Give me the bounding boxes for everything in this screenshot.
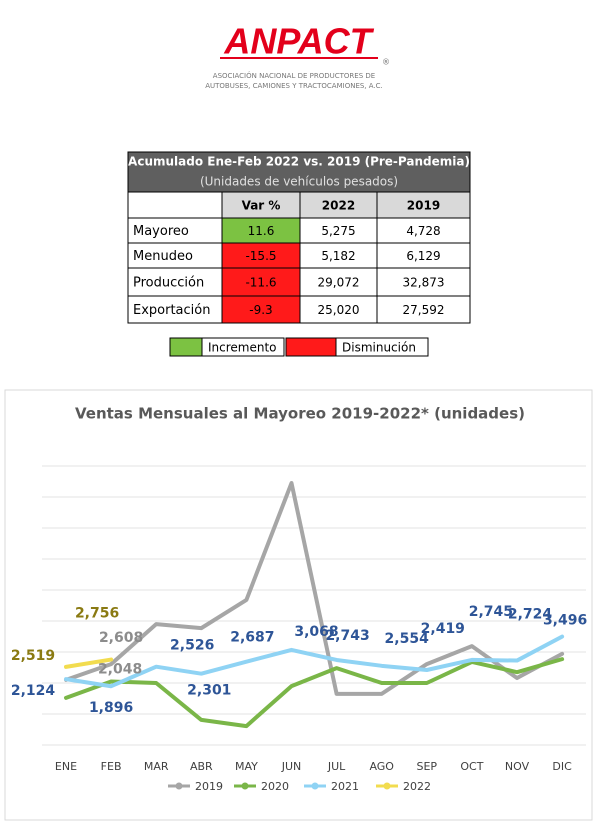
legend-dot <box>241 782 249 790</box>
header-cell <box>299 191 378 219</box>
table-cell <box>221 295 301 324</box>
legend-label: 2022 <box>403 780 431 793</box>
table-cell <box>376 242 471 269</box>
header-cell <box>221 191 301 219</box>
row-label: Menudeo <box>133 249 193 264</box>
data-label: 3,496 <box>543 613 587 629</box>
table-cell <box>221 267 301 297</box>
cell-value: -11.6 <box>245 276 276 290</box>
data-label: 2,419 <box>421 621 465 637</box>
legend-label: Incremento <box>208 341 277 355</box>
x-tick-label: ENE <box>55 760 77 773</box>
cell-value: 5,182 <box>321 249 355 263</box>
cell-value: 27,592 <box>403 303 445 317</box>
legend-dot <box>175 782 183 790</box>
data-label: 2,756 <box>75 606 119 622</box>
x-tick-label: AGO <box>369 760 394 773</box>
table-title-bg <box>127 151 471 193</box>
legend-label: 2019 <box>195 780 223 793</box>
cell-value: 11.6 <box>248 224 275 238</box>
cell-value: 29,072 <box>318 276 360 290</box>
data-label: 2,526 <box>170 638 214 654</box>
legend-box <box>201 337 285 357</box>
table-cell <box>221 242 301 269</box>
header-cell <box>376 191 471 219</box>
cell-value: 25,020 <box>318 303 360 317</box>
cell-value: -9.3 <box>249 303 272 317</box>
org-name: AUTOBUSES, CAMIONES Y TRACTOCAMIONES, A.… <box>205 82 383 90</box>
legend-dot <box>311 782 319 790</box>
table-title: Acumulado Ene-Feb 2022 vs. 2019 (Pre-Pan… <box>128 155 470 169</box>
row-label: Mayoreo <box>133 224 189 239</box>
chart-frame <box>4 389 593 821</box>
data-label: 2,724 <box>508 607 553 623</box>
cell-value: 5,275 <box>321 224 355 238</box>
table-cell <box>376 267 471 297</box>
x-tick-label: NOV <box>505 760 530 773</box>
data-label: 2,743 <box>325 628 369 644</box>
legend-label: Disminución <box>342 341 416 355</box>
x-tick-label: SEP <box>417 760 438 773</box>
legend-label: 2020 <box>261 780 289 793</box>
table-cell <box>127 217 223 244</box>
x-tick-label: MAR <box>144 760 169 773</box>
series-line <box>64 657 565 729</box>
data-label: 2,745 <box>469 604 513 620</box>
legend-swatch <box>285 337 337 357</box>
data-label: 2,048 <box>98 662 142 678</box>
table-cell <box>299 295 378 324</box>
x-tick-label: JUN <box>281 760 302 773</box>
cell-value: 4,728 <box>406 224 440 238</box>
cell-value: 32,873 <box>403 276 445 290</box>
org-name: ASOCIACIÓN NACIONAL DE PRODUCTORES DE <box>213 71 375 80</box>
legend-label: 2021 <box>331 780 359 793</box>
chart-title: Ventas Mensuales al Mayoreo 2019-2022* (… <box>75 405 525 423</box>
data-label: 2,608 <box>99 630 143 646</box>
table-subtitle: (Unidades de vehículos pesados) <box>200 175 398 189</box>
data-label: 2,687 <box>230 630 274 646</box>
table-cell <box>376 295 471 324</box>
table-cell <box>127 267 223 297</box>
table-cell <box>221 217 301 244</box>
series-line <box>64 481 565 696</box>
table-cell <box>299 217 378 244</box>
registered: ® <box>382 58 390 67</box>
header-text: Var % <box>242 199 281 213</box>
legend-dot <box>383 782 391 790</box>
x-tick-label: JUL <box>327 760 346 773</box>
legend-swatch <box>169 337 203 357</box>
table-cell <box>127 295 223 324</box>
data-label: 2,554 <box>385 631 430 647</box>
series-line <box>64 657 114 669</box>
header-text: 2019 <box>407 199 440 213</box>
header-text: 2022 <box>322 199 355 213</box>
x-tick-label: ABR <box>190 760 213 773</box>
x-tick-label: FEB <box>101 760 122 773</box>
legend-box <box>335 337 429 357</box>
logo: ANPACT <box>223 21 374 62</box>
data-label: 2,519 <box>11 648 55 664</box>
cell-value: -15.5 <box>245 249 276 263</box>
table-header-blank <box>127 191 223 219</box>
x-tick-label: OCT <box>460 760 483 773</box>
cell-value: 6,129 <box>406 249 440 263</box>
row-label: Exportación <box>133 303 210 318</box>
x-tick-label: MAY <box>235 760 258 773</box>
data-label: 2,301 <box>187 683 231 699</box>
series-line <box>64 634 565 689</box>
x-tick-label: DIC <box>552 760 572 773</box>
data-label: 2,124 <box>11 683 56 699</box>
data-label: 3,068 <box>294 624 338 640</box>
table-cell <box>299 267 378 297</box>
data-label: 1,896 <box>89 700 133 716</box>
row-label: Producción <box>133 276 204 291</box>
table-cell <box>376 217 471 244</box>
